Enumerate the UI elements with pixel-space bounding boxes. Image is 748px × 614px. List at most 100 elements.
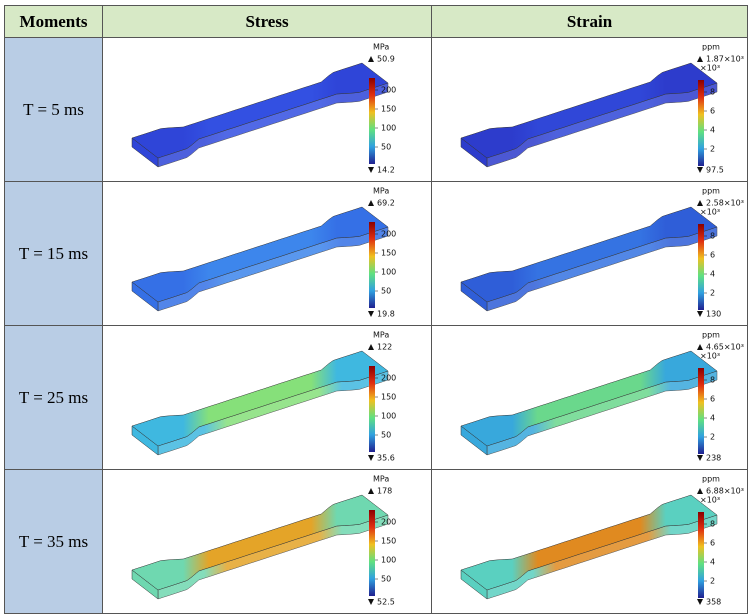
specimen-top (132, 63, 388, 158)
colorbar-tick-label: 2 (710, 145, 715, 154)
colorbar-tick-label: 100 (381, 412, 396, 421)
specimen-top (461, 207, 717, 302)
results-table: Moments Stress Strain T = 5 ms MPa 50.9 200… (4, 5, 748, 614)
colorbar-tick-label: 50 (381, 431, 391, 440)
colorbar-max: 69.2 (377, 199, 395, 208)
colorbar-tick-label: 4 (710, 270, 715, 279)
header-cell: Strain (432, 6, 748, 38)
header-cell: Moments (5, 6, 103, 38)
colorbar-tick-label: 8 (710, 232, 715, 241)
colorbar-min: 97.5 (706, 166, 724, 175)
header-row: Moments Stress Strain (5, 6, 748, 38)
colorbar-min: 35.6 (377, 454, 395, 463)
specimen-top (132, 351, 388, 446)
colorbar (698, 512, 704, 598)
colorbar-tick-label: 6 (710, 251, 715, 260)
page: Moments Stress Strain T = 5 ms MPa 50.9 200… (0, 0, 748, 591)
max-marker (368, 344, 374, 350)
colorbar-tick-label: 50 (381, 287, 391, 296)
colorbar-tick-label: 2 (710, 289, 715, 298)
colorbar (369, 510, 375, 596)
colorbar-tick-label: 50 (381, 575, 391, 584)
colorbar-tick-label: 200 (381, 230, 396, 239)
specimen-top (132, 207, 388, 302)
image-cell: MPa 50.9 200 150 100 50 14.2 (103, 38, 432, 182)
colorbar-unit: ppm (702, 43, 720, 52)
colorbar (698, 368, 704, 454)
colorbar-tick-label: 100 (381, 556, 396, 565)
colorbar-tick-label: 2 (710, 433, 715, 442)
colorbar-tick-label: 200 (381, 374, 396, 383)
max-marker (368, 200, 374, 206)
colorbar-multiplier: ×10³ (700, 352, 720, 361)
specimen-top (461, 351, 717, 446)
colorbar-tick-label: 150 (381, 105, 396, 114)
colorbar-tick-label: 8 (710, 520, 715, 529)
colorbar-min: 130 (706, 310, 721, 319)
moment-cell: T = 15 ms (5, 182, 103, 326)
colorbar (369, 366, 375, 452)
min-marker (697, 311, 703, 317)
colorbar (369, 222, 375, 308)
colorbar (698, 224, 704, 310)
moment-cell: T = 35 ms (5, 470, 103, 614)
colorbar-max: 4.65×10³ (706, 343, 744, 352)
colorbar-tick-label: 100 (381, 124, 396, 133)
colorbar-multiplier: ×10³ (700, 208, 720, 217)
colorbar-unit: MPa (373, 475, 389, 484)
colorbar-min: 14.2 (377, 166, 395, 175)
colorbar-min: 19.8 (377, 310, 395, 319)
max-marker (697, 488, 703, 494)
colorbar (698, 80, 704, 166)
moment-cell: T = 25 ms (5, 326, 103, 470)
colorbar-tick-label: 50 (381, 143, 391, 152)
colorbar-tick-label: 2 (710, 577, 715, 586)
moment-cell: T = 5 ms (5, 38, 103, 182)
colorbar-tick-label: 6 (710, 539, 715, 548)
header-cell: Stress (103, 6, 432, 38)
max-marker (697, 344, 703, 350)
min-marker (697, 599, 703, 605)
min-marker (368, 167, 374, 173)
colorbar-unit: MPa (373, 43, 389, 52)
colorbar-tick-label: 8 (710, 376, 715, 385)
colorbar-min: 358 (706, 598, 721, 607)
specimen-top (132, 495, 388, 590)
colorbar-tick-label: 4 (710, 126, 715, 135)
colorbar-tick-label: 100 (381, 268, 396, 277)
colorbar-tick-label: 4 (710, 414, 715, 423)
colorbar-tick-label: 6 (710, 395, 715, 404)
colorbar-max: 1.87×10³ (706, 55, 744, 64)
colorbar-max: 178 (377, 487, 392, 496)
table-row: T = 5 ms MPa 50.9 200 150 100 50 14.2 ppm 1.87×10… (5, 38, 748, 182)
simulation-image: MPa 50.9 200 150 100 50 14.2 (103, 38, 430, 176)
specimen-top (461, 495, 717, 590)
colorbar-tick-label: 200 (381, 518, 396, 527)
max-marker (368, 488, 374, 494)
colorbar-max: 50.9 (377, 55, 395, 64)
colorbar-tick-label: 150 (381, 393, 396, 402)
colorbar-tick-label: 200 (381, 86, 396, 95)
colorbar-tick-label: 4 (710, 558, 715, 567)
colorbar-tick-label: 150 (381, 249, 396, 258)
min-marker (697, 167, 703, 173)
colorbar-max: 6.88×10³ (706, 487, 744, 496)
colorbar-max: 122 (377, 343, 392, 352)
colorbar-min: 52.5 (377, 598, 395, 607)
min-marker (697, 455, 703, 461)
max-marker (697, 56, 703, 62)
colorbar-unit: ppm (702, 475, 720, 484)
